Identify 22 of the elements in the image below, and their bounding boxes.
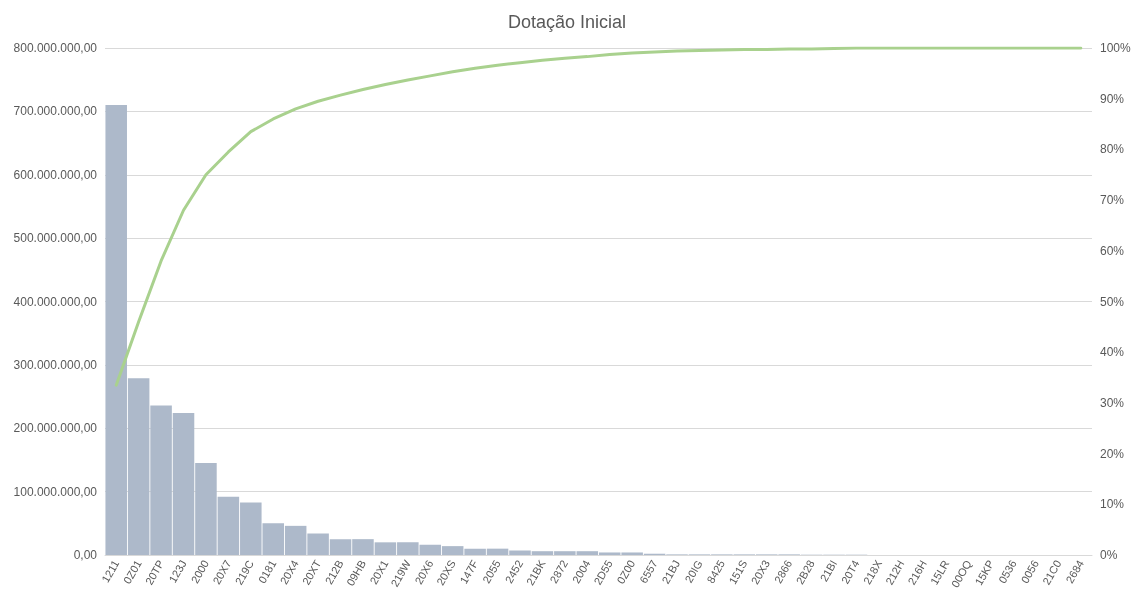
- y2-tick-label: 90%: [1100, 91, 1125, 106]
- y-tick-label: 700.000.000,00: [13, 104, 98, 119]
- y2-tick-label: 0%: [1100, 548, 1118, 562]
- y-tick-label: 400.000.000,00: [13, 294, 98, 309]
- y-tick-label: 200.000.000,00: [13, 421, 98, 436]
- y-tick-label: 600.000.000,00: [13, 167, 98, 182]
- y2-tick-label: 100%: [1100, 41, 1132, 55]
- y-tick-label: 500.000.000,00: [13, 231, 98, 246]
- y2-tick-label: 50%: [1100, 294, 1125, 309]
- chart-title: Dotação Inicial: [507, 12, 627, 32]
- y2-tick-label: 10%: [1100, 497, 1125, 512]
- y-tick-label: 300.000.000,00: [13, 357, 98, 372]
- y-tick-label: 100.000.000,00: [13, 484, 98, 499]
- y2-tick-label: 40%: [1100, 345, 1125, 360]
- line-series: [114, 46, 1083, 387]
- y2-tick-label: 70%: [1100, 193, 1125, 208]
- y2-tick-label: 30%: [1100, 395, 1125, 410]
- y2-tick-label: 20%: [1100, 446, 1125, 461]
- y-tick-label: 800.000.000,00: [13, 41, 98, 55]
- y2-tick-label: 60%: [1100, 243, 1125, 258]
- y-tick-label: 0,00: [73, 548, 98, 562]
- y2-tick-label: 80%: [1100, 142, 1125, 157]
